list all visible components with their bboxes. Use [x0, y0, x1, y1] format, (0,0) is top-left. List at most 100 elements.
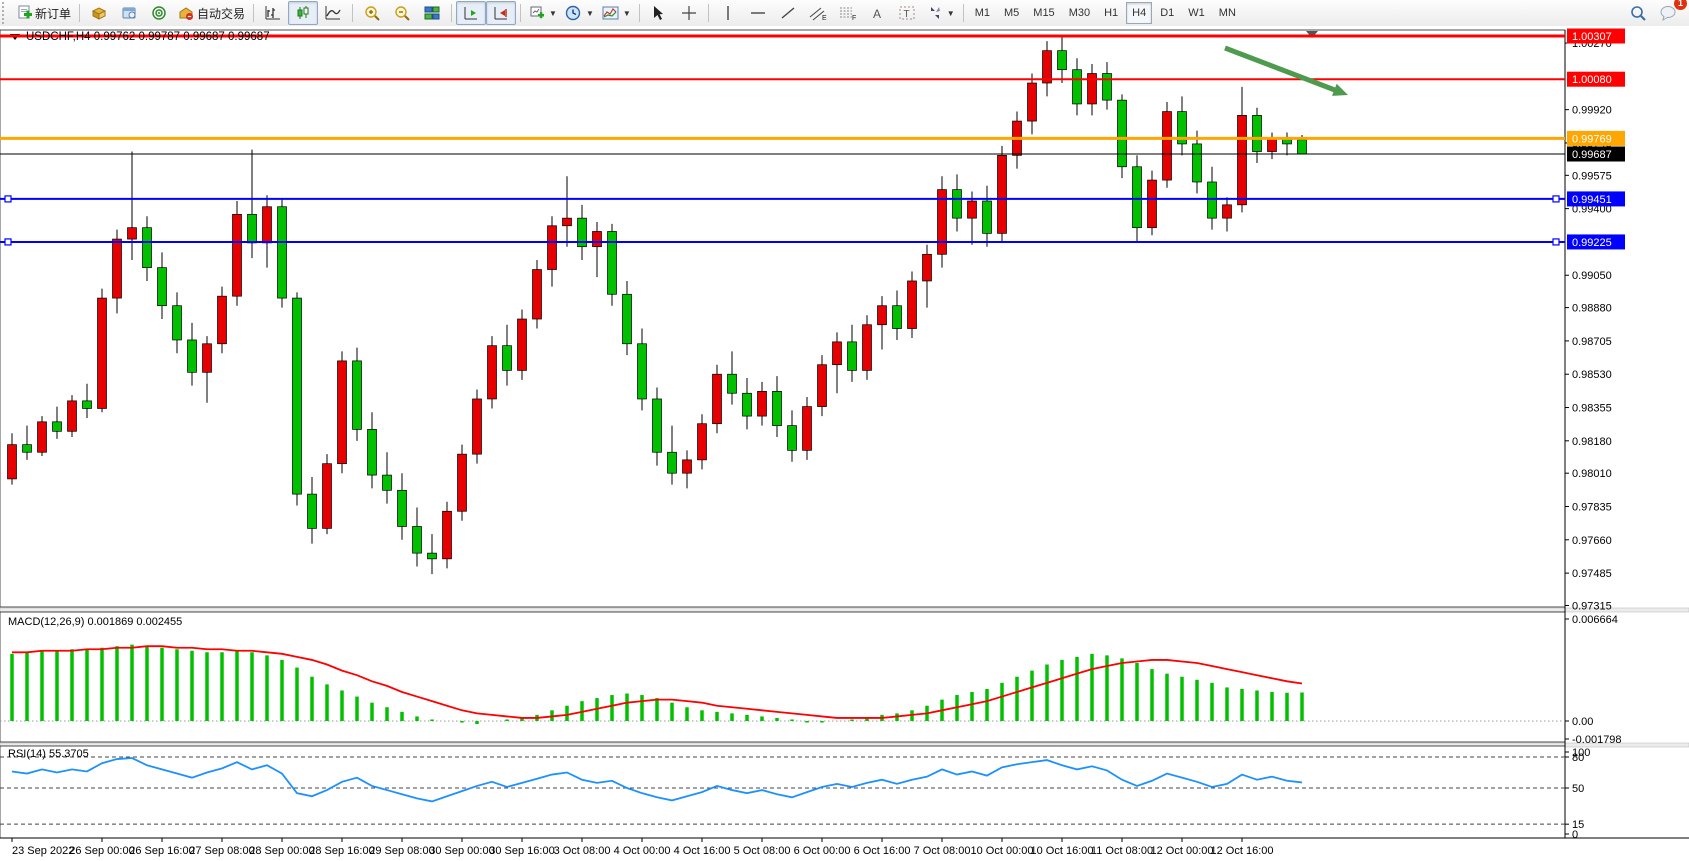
line-handle[interactable]: [1552, 238, 1560, 246]
price-highlight-box: [1567, 234, 1625, 250]
trendline-button[interactable]: [773, 1, 803, 25]
bear-candle: [892, 305, 902, 329]
price-tick-label: 0.97835: [1572, 501, 1612, 513]
horizontal-line-button[interactable]: [743, 1, 773, 25]
vertical-line-button[interactable]: [713, 1, 743, 25]
bar-chart-button[interactable]: [258, 1, 288, 25]
price-tick-label: 0.98180: [1572, 436, 1612, 448]
time-tick-label: 30 Sep 16:00: [489, 845, 554, 857]
panel-splitter-1[interactable]: [0, 607, 1689, 613]
toolbar-grip[interactable]: [2, 2, 9, 24]
bear-candle: [1177, 111, 1187, 145]
crosshair-button[interactable]: [674, 1, 704, 25]
bull-candle: [997, 154, 1007, 234]
bear-candle: [1102, 73, 1112, 101]
tile-windows-button[interactable]: [417, 1, 447, 25]
timeframe-m1-button[interactable]: M1: [974, 7, 990, 19]
time-tick-label: 30 Sep 00:00: [429, 845, 494, 857]
bear-candle: [982, 200, 992, 234]
bull-candle: [127, 227, 137, 240]
timeframe-h4-button[interactable]: H4: [1126, 2, 1153, 24]
bear-candle: [292, 297, 302, 495]
text-label-button[interactable]: T: [893, 1, 923, 25]
bear-candle: [952, 189, 962, 219]
timeframe-m30-button[interactable]: M30: [1068, 7, 1091, 19]
time-tick-label: 6 Oct 16:00: [854, 845, 911, 857]
timeframe-mn-button[interactable]: MN: [1218, 7, 1236, 19]
text-button[interactable]: A: [863, 1, 893, 25]
bear-candle: [502, 345, 512, 371]
rsi-plot-frame: [0, 745, 1566, 839]
candlestick-button[interactable]: [288, 1, 319, 25]
bull-candle: [1147, 179, 1157, 229]
time-tick-label: 3 Oct 08:00: [554, 845, 611, 857]
line-chart-button[interactable]: [318, 1, 348, 25]
bear-candle: [607, 231, 617, 295]
time-tick-label: 7 Oct 08:00: [914, 845, 971, 857]
new-chart-button[interactable]: ▼: [525, 1, 561, 25]
autotrading-icon: [179, 7, 194, 20]
timeframe-m15-button[interactable]: M15: [1033, 7, 1055, 19]
bear-candle: [367, 429, 377, 476]
line-handle[interactable]: [1552, 195, 1560, 203]
new-chart-icon: [530, 6, 545, 19]
zoom-in-button[interactable]: [357, 1, 387, 25]
market-watch-button[interactable]: [84, 1, 114, 25]
price-highlight-box: [1567, 71, 1625, 87]
svg-text:E: E: [822, 15, 827, 21]
bull-candle: [832, 341, 842, 366]
chart-canvas[interactable]: 1.002700.999200.997450.995750.994000.990…: [0, 26, 1689, 861]
zoom-out-button[interactable]: [387, 1, 417, 25]
chat-button[interactable]: 1: [1653, 0, 1687, 25]
bull-candle: [1027, 82, 1037, 122]
navigator-icon: [122, 7, 136, 19]
arrows-button[interactable]: ▼: [923, 1, 959, 25]
cursor-button[interactable]: [644, 1, 674, 25]
macd-tick-label: -0.001798: [1572, 734, 1622, 746]
equidistant-channel-button[interactable]: E: [803, 1, 833, 25]
bear-candle: [637, 343, 647, 400]
time-tick-label: 12 Oct 16:00: [1211, 845, 1274, 857]
line-handle[interactable]: [4, 238, 12, 246]
timeframe-h1-button[interactable]: H1: [1104, 7, 1119, 19]
chart-shift-icon: [494, 7, 508, 20]
rsi-tick-label: 80: [1572, 752, 1584, 764]
trend-arrow-annotation[interactable]: [1224, 45, 1348, 96]
line-handle[interactable]: [4, 195, 12, 203]
search-icon: [1630, 5, 1646, 21]
equidistant-channel-icon: E: [809, 7, 827, 21]
bear-candle: [577, 217, 587, 248]
time-tick-label: 26 Sep 16:00: [129, 845, 194, 857]
timeframe-d1-button[interactable]: D1: [1160, 7, 1175, 19]
bull-candle: [67, 400, 77, 432]
search-button[interactable]: [1623, 1, 1653, 25]
bull-candle: [262, 206, 272, 244]
bear-candle: [727, 373, 737, 394]
main-toolbar: 新订单 自动交易: [0, 0, 1689, 27]
fibonacci-button[interactable]: F: [833, 1, 863, 25]
bull-candle: [922, 253, 932, 282]
time-tick-label: 28 Sep 00:00: [249, 845, 314, 857]
bear-candle: [1207, 181, 1217, 219]
signals-button[interactable]: [144, 1, 174, 25]
autotrading-button[interactable]: 自动交易: [174, 1, 249, 25]
timeframe-m5-button[interactable]: M5: [1004, 7, 1020, 19]
cursor-icon: [654, 6, 664, 20]
periodicity-button[interactable]: ▼: [561, 1, 598, 25]
price-axis[interactable]: 1.002700.999200.997450.995750.994000.990…: [1565, 28, 1625, 842]
time-tick-label: 23 Sep 2022: [12, 845, 74, 857]
timeframe-w1-button[interactable]: W1: [1188, 7, 1205, 19]
auto-scroll-button[interactable]: [456, 1, 487, 25]
new-order-button[interactable]: 新订单: [12, 1, 75, 25]
templates-button[interactable]: ▼: [598, 1, 635, 25]
trend-arrow-head[interactable]: [1332, 83, 1348, 96]
bear-candle: [382, 474, 392, 491]
main-plot-frame: [0, 29, 1566, 608]
bear-candle: [622, 293, 632, 345]
navigator-button[interactable]: [114, 1, 144, 25]
trend-arrow-shaft[interactable]: [1224, 45, 1341, 95]
chart-shift-button[interactable]: [486, 1, 517, 25]
bear-candle: [172, 305, 182, 341]
